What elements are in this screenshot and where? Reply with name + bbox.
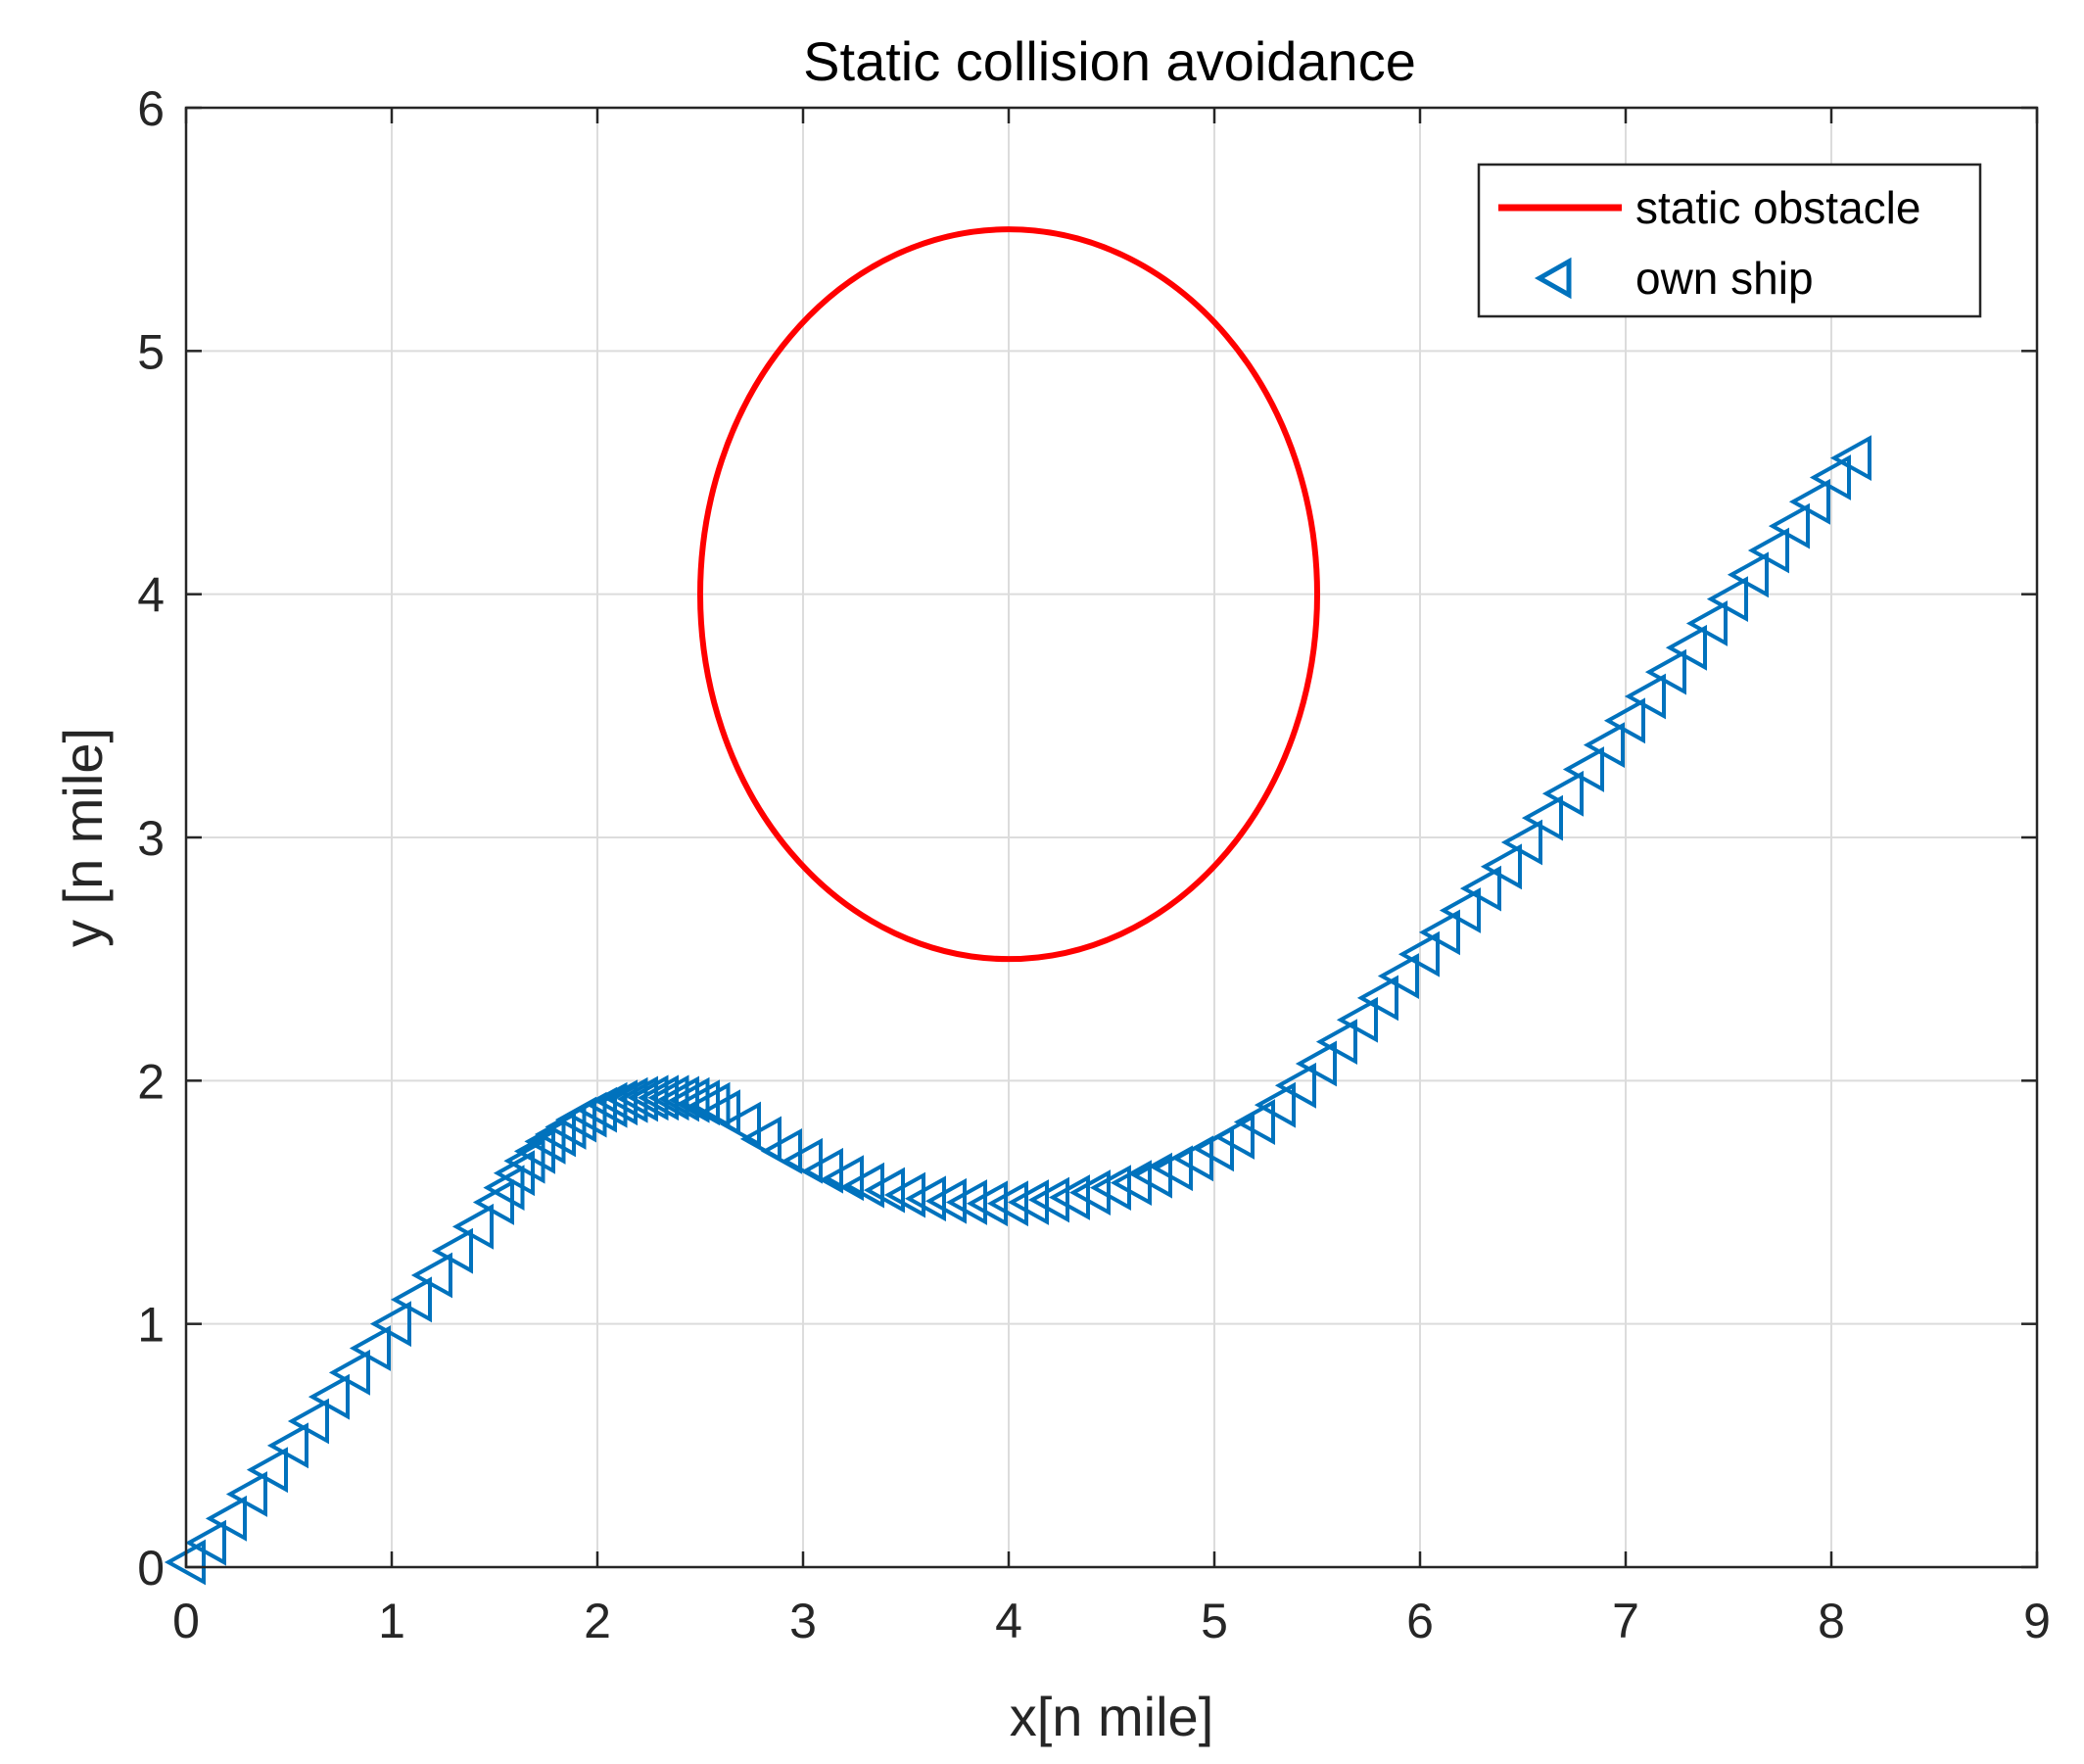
own-ship-marker bbox=[719, 1101, 761, 1148]
own-ship-marker bbox=[1644, 648, 1686, 695]
own-ship-marker bbox=[1603, 697, 1645, 744]
own-ship-marker bbox=[1356, 975, 1398, 1022]
own-ship-marker bbox=[1727, 551, 1769, 598]
static-obstacle-circle bbox=[697, 226, 1320, 963]
y-tick-label: 3 bbox=[137, 811, 165, 866]
legend: static obstacle own ship bbox=[1477, 163, 1982, 318]
own-ship-marker bbox=[1089, 1165, 1131, 1211]
own-ship-marker bbox=[647, 1074, 689, 1121]
y-tick-label: 0 bbox=[137, 1541, 165, 1596]
own-ship-marker bbox=[1048, 1174, 1090, 1220]
own-ship-marker bbox=[369, 1301, 411, 1348]
own-ship-marker bbox=[308, 1373, 350, 1420]
y-tick-label: 6 bbox=[137, 81, 165, 136]
x-tick-label: 3 bbox=[789, 1594, 817, 1648]
own-ship-marker bbox=[586, 1081, 628, 1128]
x-tick-label: 5 bbox=[1201, 1594, 1228, 1648]
own-ship-marker bbox=[184, 1519, 226, 1566]
own-ship-marker bbox=[1274, 1062, 1316, 1109]
own-ship-marker bbox=[1768, 502, 1810, 549]
own-ship-marker bbox=[1397, 930, 1440, 977]
own-ship-marker bbox=[410, 1252, 452, 1299]
grid-lines bbox=[185, 107, 2038, 1568]
x-tick-label: 4 bbox=[995, 1594, 1022, 1648]
own-ship-marker bbox=[266, 1422, 308, 1469]
own-ship-marker bbox=[1254, 1081, 1296, 1128]
own-ship-marker bbox=[1377, 953, 1419, 999]
own-ship-marker bbox=[668, 1076, 710, 1123]
own-ship-marker bbox=[225, 1471, 267, 1517]
own-ship-marker bbox=[966, 1180, 1008, 1227]
own-ship-marker bbox=[1336, 996, 1378, 1043]
x-tick-label: 7 bbox=[1612, 1594, 1639, 1648]
own-ship-marker bbox=[863, 1167, 905, 1214]
x-tick-label: 6 bbox=[1406, 1594, 1434, 1648]
own-ship-marker bbox=[1829, 435, 1871, 481]
own-ship-marker bbox=[1068, 1169, 1111, 1216]
own-ship-marker bbox=[349, 1325, 391, 1371]
own-ship-marker bbox=[842, 1162, 884, 1209]
y-tick-label: 2 bbox=[137, 1054, 165, 1109]
own-ship-marker bbox=[1809, 454, 1851, 501]
own-ship-marker bbox=[1027, 1176, 1069, 1223]
own-ship-marker bbox=[595, 1079, 638, 1126]
x-tick-label: 8 bbox=[1818, 1594, 1845, 1648]
plot-area bbox=[164, 226, 1871, 1586]
own-ship-marker bbox=[883, 1171, 925, 1218]
own-ship-marker bbox=[945, 1179, 987, 1225]
own-ship-marker bbox=[1212, 1114, 1255, 1160]
own-ship-marker bbox=[287, 1398, 329, 1445]
own-ship-marker bbox=[451, 1203, 494, 1250]
own-ship-marker bbox=[1685, 600, 1728, 646]
own-ship-marker bbox=[472, 1179, 514, 1225]
own-ship-marker bbox=[698, 1089, 740, 1136]
own-ship-marker bbox=[1007, 1179, 1049, 1225]
own-ship-marker bbox=[904, 1175, 946, 1222]
own-ship-marker bbox=[1418, 909, 1460, 956]
x-tick-label: 1 bbox=[378, 1594, 405, 1648]
y-tick-label: 1 bbox=[137, 1298, 165, 1353]
own-ship-marker bbox=[986, 1180, 1028, 1227]
own-ship-marker bbox=[1521, 794, 1563, 841]
own-ship-marker bbox=[924, 1177, 967, 1224]
own-ship-marker bbox=[657, 1075, 699, 1122]
own-ship-marker bbox=[205, 1495, 247, 1542]
own-ship-marker bbox=[328, 1349, 370, 1396]
own-ship-marker bbox=[390, 1276, 432, 1323]
own-ship-marker bbox=[246, 1447, 288, 1494]
y-tick-label: 4 bbox=[137, 568, 165, 623]
own-ship-marker bbox=[503, 1137, 545, 1184]
y-tick-label: 5 bbox=[137, 324, 165, 379]
own-ship-marker bbox=[1788, 478, 1830, 525]
x-tick-label: 9 bbox=[2023, 1594, 2051, 1648]
own-ship-marker bbox=[1295, 1040, 1337, 1087]
ticks: 0 1 2 3 4 5 6 7 8 9 0 1 2 3 4 5 6 bbox=[137, 81, 2051, 1648]
own-ship-marker bbox=[1624, 673, 1666, 720]
own-ship-marker bbox=[431, 1227, 473, 1274]
own-ship-marker bbox=[1541, 770, 1584, 817]
x-tick-label: 0 bbox=[172, 1594, 200, 1648]
own-ship-marker bbox=[1562, 746, 1604, 792]
own-ship-marker bbox=[1192, 1125, 1234, 1172]
legend-obstacle-label: static obstacle bbox=[1635, 182, 1920, 233]
x-axis-label: x[n mile] bbox=[1010, 1686, 1214, 1747]
chart-title: Static collision avoidance bbox=[803, 30, 1416, 92]
own-ship-marker bbox=[1439, 887, 1481, 933]
own-ship-marker bbox=[1706, 576, 1748, 623]
own-ship-marker bbox=[1315, 1019, 1357, 1065]
own-ship-marker bbox=[1500, 819, 1542, 866]
own-ship-marker bbox=[1459, 865, 1501, 912]
own-ship-marker bbox=[1480, 843, 1522, 890]
legend-ship-marker bbox=[1534, 257, 1572, 300]
own-ship-marker bbox=[1583, 722, 1625, 769]
own-ship-marker bbox=[513, 1127, 555, 1174]
y-axis-label: y [n mile] bbox=[52, 728, 114, 947]
own-ship-marker bbox=[739, 1116, 782, 1163]
own-ship-marker bbox=[1665, 624, 1707, 671]
own-ship-marker bbox=[1233, 1099, 1275, 1145]
legend-ship-label: own ship bbox=[1635, 253, 1814, 304]
own-ship-marker bbox=[1747, 527, 1789, 574]
x-tick-label: 2 bbox=[584, 1594, 611, 1648]
